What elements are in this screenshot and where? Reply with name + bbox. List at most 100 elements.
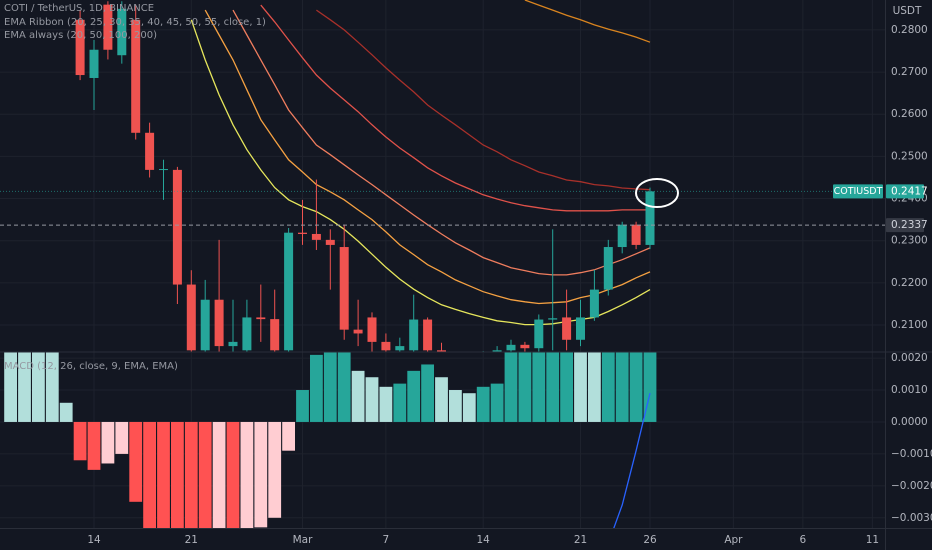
- histogram-bar: [504, 352, 518, 422]
- ema-line: [316, 9, 651, 191]
- histogram-bar: [476, 386, 490, 422]
- y-tick-label: 0.2300: [891, 235, 928, 247]
- histogram-bar: [4, 352, 17, 422]
- price-pane: [75, 0, 655, 352]
- histogram-bar: [73, 421, 87, 461]
- candle-body: [562, 317, 572, 340]
- histogram-bar: [629, 352, 643, 422]
- ema-line: [232, 9, 651, 276]
- histogram-bar: [59, 402, 73, 422]
- histogram-bar: [560, 352, 573, 422]
- histogram-bar: [615, 352, 629, 422]
- histogram-bar: [18, 352, 31, 422]
- candle-body: [437, 350, 446, 352]
- annotation-circle: [635, 178, 679, 208]
- symbol-legend: COTI / TetherUS, 1D, BINANCE: [4, 3, 154, 14]
- y-tick-label: 0.0000: [891, 416, 928, 428]
- histogram-bar: [143, 421, 156, 528]
- candle-body: [284, 232, 294, 351]
- histogram-bar: [45, 352, 59, 422]
- histogram-bar: [351, 370, 365, 422]
- histogram-bar: [129, 421, 143, 502]
- candle-body: [645, 191, 655, 245]
- histogram-bar: [184, 421, 198, 528]
- histogram-bar: [532, 352, 546, 422]
- x-tick-label: 21: [185, 534, 198, 546]
- indicator-legend: EMA always (20, 50, 100, 200): [4, 30, 157, 41]
- candle-body: [159, 169, 168, 171]
- histogram-bar: [421, 364, 434, 422]
- histogram-bar: [310, 354, 323, 422]
- candle-body: [423, 319, 433, 351]
- y-tick-label: 0.0020: [891, 352, 928, 364]
- candle-body: [325, 239, 335, 245]
- candle-body: [381, 341, 391, 351]
- y-tick-label: −0.0030: [891, 512, 932, 524]
- candle-body: [311, 233, 321, 240]
- histogram-bar: [574, 352, 587, 422]
- y-tick-label: 0.0010: [891, 384, 928, 396]
- histogram-bar: [379, 386, 393, 422]
- histogram-bar: [115, 421, 129, 454]
- y-tick-label: 0.2700: [891, 66, 928, 78]
- x-tick-label: 11: [866, 534, 879, 546]
- histogram-bar: [101, 421, 115, 464]
- x-tick-label: 26: [643, 534, 657, 546]
- candle-body: [520, 344, 530, 349]
- currency-label: USDT: [893, 5, 922, 17]
- candle-body: [103, 4, 113, 50]
- indicator-legend: EMA Ribbon (20, 25, 30, 35, 40, 45, 50, …: [4, 17, 266, 28]
- candle-body: [228, 341, 238, 347]
- crosshair-label-bg: [886, 218, 924, 233]
- histogram-bar: [254, 421, 268, 528]
- candle-body: [117, 8, 127, 56]
- histogram-bar: [449, 390, 462, 422]
- candle-body: [576, 317, 585, 340]
- candle-body: [242, 317, 252, 351]
- x-tick-label: 21: [574, 534, 587, 546]
- histogram-bar: [32, 352, 45, 422]
- candle-body: [186, 284, 196, 351]
- histogram-bar: [323, 352, 337, 422]
- histogram-bar: [435, 377, 448, 422]
- last-price-label-bg: [886, 184, 924, 199]
- ema-line: [190, 19, 651, 326]
- axes: 0.28000.27000.26000.25000.24000.23000.22…: [0, 24, 932, 546]
- x-tick-label: 6: [800, 534, 807, 546]
- y-tick-label: −0.0010: [891, 448, 932, 460]
- histogram-bar: [198, 421, 212, 528]
- histogram-bar: [601, 352, 615, 422]
- indicator-legend: MACD (12, 26, close, 9, EMA, EMA): [4, 361, 178, 372]
- macd-line: [613, 393, 651, 528]
- histogram-bar: [365, 377, 379, 422]
- symbol-label-bg: [833, 184, 883, 199]
- y-tick-label: 0.2600: [891, 108, 928, 120]
- histogram-bar: [282, 421, 295, 451]
- histogram-bar: [240, 421, 254, 528]
- candle-body: [75, 19, 85, 76]
- y-tick-label: 0.2800: [891, 24, 928, 36]
- ema-line: [524, 0, 651, 43]
- candle-body: [145, 132, 155, 170]
- candle-body: [589, 289, 599, 318]
- histogram-bar: [490, 383, 504, 422]
- y-tick-label: 0.2500: [891, 150, 928, 162]
- histogram-bar: [268, 421, 282, 518]
- ema-line: [260, 4, 650, 212]
- macd-pane: [4, 352, 657, 528]
- histogram-bar: [296, 390, 309, 422]
- x-tick-label: 14: [87, 534, 101, 546]
- histogram-bar: [337, 352, 351, 422]
- last-price-label: 0.2417: [891, 185, 928, 197]
- x-tick-label: Apr: [724, 534, 743, 546]
- candle-body: [89, 49, 99, 78]
- candle-body: [367, 317, 377, 342]
- histogram-bar: [87, 421, 101, 470]
- candle-body: [409, 319, 419, 351]
- candle-body: [603, 247, 613, 290]
- candle-body: [395, 346, 405, 351]
- candle-body: [270, 319, 280, 351]
- candle-body: [631, 224, 641, 245]
- ema-line: [204, 9, 651, 305]
